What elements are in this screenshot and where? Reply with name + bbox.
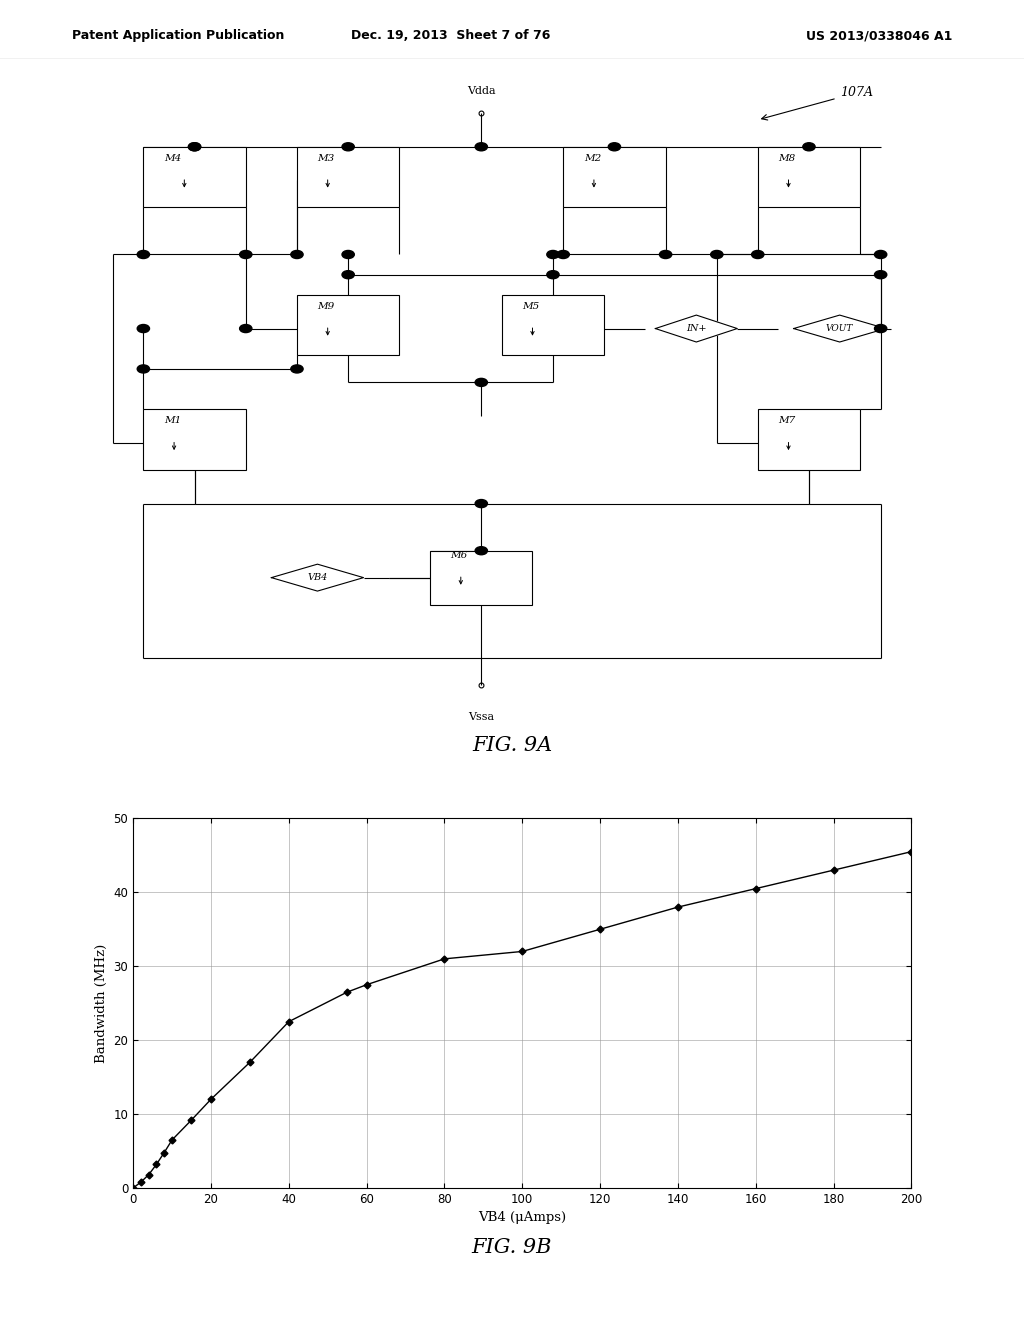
Circle shape [547,271,559,279]
Circle shape [188,143,201,150]
Text: Dec. 19, 2013  Sheet 7 of 76: Dec. 19, 2013 Sheet 7 of 76 [351,29,550,42]
Circle shape [342,251,354,259]
Bar [502,294,604,355]
Polygon shape [655,315,737,342]
Circle shape [240,251,252,259]
Text: Vdda: Vdda [467,86,496,96]
Bar [563,147,666,207]
Circle shape [291,251,303,259]
Circle shape [475,143,487,150]
Text: Patent Application Publication: Patent Application Publication [72,29,284,42]
Circle shape [752,251,764,259]
Circle shape [659,251,672,259]
Text: M8: M8 [778,153,796,162]
Bar [758,409,860,470]
Text: M3: M3 [317,153,335,162]
Circle shape [475,546,487,554]
Circle shape [547,251,559,259]
Circle shape [608,143,621,150]
Circle shape [475,499,487,508]
Circle shape [711,251,723,259]
Text: FIG. 9B: FIG. 9B [472,1238,552,1257]
Text: 107A: 107A [762,86,872,120]
Bar [297,294,399,355]
Y-axis label: Bandwidth (MHz): Bandwidth (MHz) [95,944,108,1063]
Bar [430,550,532,605]
X-axis label: VB4 (μAmps): VB4 (μAmps) [478,1212,566,1225]
Text: FIG. 9A: FIG. 9A [472,737,552,755]
Text: M7: M7 [778,416,796,425]
Text: M4: M4 [164,153,181,162]
Circle shape [342,271,354,279]
Circle shape [137,325,150,333]
Circle shape [240,325,252,333]
Text: US 2013/0338046 A1: US 2013/0338046 A1 [806,29,952,42]
Bar [143,147,246,207]
Circle shape [803,143,815,150]
Circle shape [874,271,887,279]
Text: Vssa: Vssa [468,713,495,722]
Circle shape [137,364,150,374]
Text: M1: M1 [164,416,181,425]
Circle shape [137,251,150,259]
Polygon shape [794,315,886,342]
Bar [297,147,399,207]
Circle shape [557,251,569,259]
Circle shape [291,364,303,374]
Text: M9: M9 [317,302,335,310]
Text: M5: M5 [522,302,540,310]
Circle shape [874,325,887,333]
Bar [143,409,246,470]
Circle shape [188,143,201,150]
Circle shape [874,251,887,259]
Polygon shape [271,564,364,591]
Circle shape [342,143,354,150]
Text: VB4: VB4 [307,573,328,582]
Text: M6: M6 [451,550,468,560]
Text: VOUT: VOUT [826,323,853,333]
Bar [758,147,860,207]
Text: IN+: IN+ [686,323,707,333]
Text: M2: M2 [584,153,601,162]
Circle shape [475,379,487,387]
